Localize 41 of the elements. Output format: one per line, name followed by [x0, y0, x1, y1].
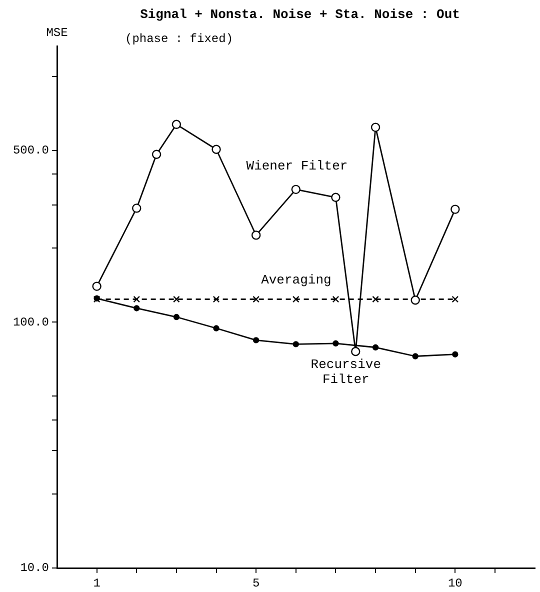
x-tick-label: 10 — [448, 576, 462, 590]
series-label: Wiener Filter — [246, 158, 348, 174]
y-tick-label: 10.0 — [20, 561, 49, 576]
series-label: Averaging — [261, 272, 332, 288]
point — [252, 296, 260, 303]
point — [213, 325, 220, 332]
point — [252, 337, 260, 344]
point — [452, 296, 459, 303]
x-tick-label: 5 — [252, 576, 260, 590]
point — [452, 351, 458, 358]
point — [372, 344, 379, 350]
point — [291, 184, 300, 194]
y-tick-label: 100.0 — [12, 315, 49, 330]
point — [292, 341, 299, 348]
point — [212, 144, 221, 154]
point — [370, 122, 380, 132]
point — [331, 192, 340, 202]
point — [251, 230, 261, 240]
point — [450, 204, 460, 214]
x-tick-label: 1 — [93, 576, 100, 590]
point — [412, 353, 418, 360]
point — [332, 340, 339, 347]
point — [134, 305, 140, 312]
y-axis-title: MSE — [46, 26, 68, 40]
chart-title: Signal + Nonsta. Noise + Sta. Noise : Out — [140, 7, 460, 22]
point — [292, 296, 300, 303]
y-tick-label: 500.0 — [12, 144, 49, 158]
point — [332, 296, 340, 303]
point — [410, 296, 420, 305]
point — [152, 150, 162, 159]
chart-subtitle: (phase : fixed) — [125, 32, 234, 46]
point — [133, 296, 140, 303]
point — [173, 296, 180, 303]
series-label: Recursive Filter — [310, 357, 382, 388]
point — [172, 120, 182, 130]
point — [92, 282, 102, 291]
point — [372, 296, 379, 303]
point — [173, 314, 180, 320]
point — [212, 296, 220, 303]
point — [351, 346, 360, 356]
point — [132, 204, 142, 213]
